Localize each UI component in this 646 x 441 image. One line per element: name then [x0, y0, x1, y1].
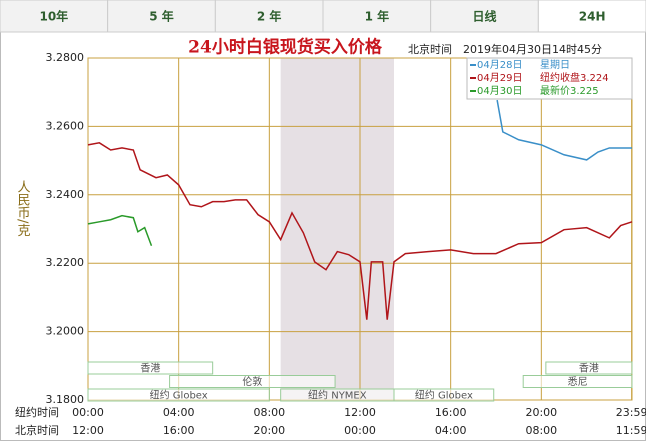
- line: [496, 99, 632, 161]
- session-label: 纽约 NYMEX: [308, 389, 367, 402]
- y-tick-label: 3.2600: [46, 119, 85, 132]
- chart-title: 24小时白银现货买入价格: [188, 37, 383, 58]
- tab[interactable]: [430, 0, 539, 33]
- session-label: 香港: [140, 363, 160, 375]
- session-label: 纽约 Globex: [415, 389, 473, 402]
- x-tick-label: 12:00: [344, 406, 376, 419]
- x-tick-label: 16:00: [163, 424, 195, 437]
- x-tick-label: 20:00: [253, 424, 285, 437]
- shade: [280, 58, 394, 400]
- tab[interactable]: [214, 0, 324, 33]
- session-bar: [87, 388, 270, 402]
- y-tick-label: 3.2800: [46, 51, 85, 64]
- line: [87, 214, 153, 247]
- tab[interactable]: [322, 0, 432, 33]
- x-tick-label: 00:00: [344, 424, 376, 437]
- row-label: 北京时间: [15, 423, 59, 437]
- legend-label: 04月29日: [477, 72, 522, 84]
- session-label: 悉尼: [568, 376, 588, 388]
- session-bar: [545, 361, 633, 375]
- x-tick-label: 04:00: [435, 424, 467, 437]
- y-tick-label: 3.2000: [46, 325, 85, 338]
- x-tick-label: 23:59: [616, 406, 646, 419]
- legend-label: 04月28日: [477, 59, 522, 71]
- x-tick-label: 12:00: [72, 424, 104, 437]
- tab-label[interactable]: 2 年: [257, 9, 282, 24]
- tab-label[interactable]: 1 年: [365, 9, 390, 24]
- x-tick-label: 08:00: [525, 424, 557, 437]
- legend: [466, 57, 633, 100]
- x-tick-label: 20:00: [525, 406, 557, 419]
- session-label: 伦敦: [242, 375, 262, 388]
- session-bar: [87, 361, 214, 375]
- x-tick-label: 11:59: [616, 424, 646, 437]
- tab-label[interactable]: 5 年: [149, 9, 174, 24]
- tab-label[interactable]: 24H: [579, 10, 606, 24]
- tab[interactable]: [107, 0, 216, 33]
- legend-note: 纽约收盘3.224: [540, 71, 609, 84]
- line: [87, 142, 633, 320]
- tab[interactable]: [0, 0, 109, 33]
- y-tick-label: 3.1800: [46, 393, 85, 406]
- x-tick-label: 00:00: [72, 406, 104, 419]
- tab-label[interactable]: 10年: [39, 9, 68, 24]
- session-bar: [393, 388, 495, 402]
- x-tick-label: 04:00: [163, 406, 195, 419]
- legend-note: 星期日: [540, 59, 570, 71]
- timestamp: 北京时间 2019年04月30日14时45分: [408, 42, 602, 56]
- tab[interactable]: [537, 0, 646, 33]
- session-bar: [522, 375, 633, 388]
- session-label: 香港: [579, 363, 599, 375]
- legend-label: 04月30日: [477, 85, 522, 97]
- y-tick-label: 3.2400: [46, 188, 85, 201]
- session-label: 纽约 Globex: [150, 389, 208, 402]
- x-tick-label: 16:00: [435, 406, 467, 419]
- x-tick-label: 08:00: [253, 406, 285, 419]
- legend-note: 最新价3.225: [540, 84, 599, 97]
- tab-label[interactable]: 日线: [472, 9, 496, 24]
- y-tick-label: 3.2200: [46, 256, 85, 269]
- session-bar: [169, 375, 336, 388]
- row-label: 纽约时间: [15, 405, 59, 419]
- y-label: 人民币/克: [15, 180, 31, 238]
